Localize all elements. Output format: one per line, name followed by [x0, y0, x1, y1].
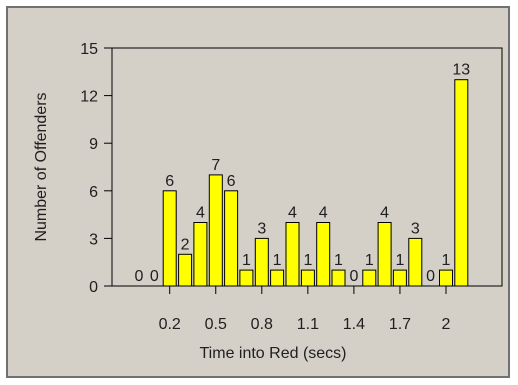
- x-tick-label: 0.2: [159, 316, 181, 333]
- bar-1.0: [285, 222, 300, 287]
- data-label-0.6: 6: [227, 173, 236, 190]
- bar-1.7: [392, 269, 407, 287]
- data-label-1.5: 1: [365, 252, 374, 269]
- x-tick-label: 1.1: [297, 316, 319, 333]
- y-tick-label: 0: [89, 279, 98, 296]
- x-tick-label: 0.8: [251, 316, 273, 333]
- data-label-0.0: 0: [135, 268, 144, 285]
- plot-area: [111, 47, 503, 287]
- bars-layer: [162, 79, 469, 287]
- data-label-1.2: 4: [319, 205, 328, 222]
- data-label-2.0: 1: [442, 252, 451, 269]
- data-label-1.8: 3: [411, 220, 420, 237]
- data-label-2.1: 13: [452, 62, 470, 79]
- data-label-1.4: 0: [349, 268, 358, 285]
- bar-2.1: [454, 79, 469, 287]
- x-axis-label: Time into Red (secs): [200, 345, 347, 362]
- bar-1.8: [408, 237, 423, 287]
- data-label-1.0: 4: [288, 205, 297, 222]
- bar-0.3: [178, 253, 193, 287]
- bar-0.7: [239, 269, 254, 287]
- bar-0.6: [224, 190, 239, 287]
- data-label-0.4: 4: [196, 205, 205, 222]
- data-label-0.3: 2: [181, 236, 190, 253]
- bar-0.9: [270, 269, 285, 287]
- bar-1.3: [331, 269, 346, 287]
- data-label-0.9: 1: [273, 252, 282, 269]
- x-tick-label: 0.5: [205, 316, 227, 333]
- data-label-1.3: 1: [334, 252, 343, 269]
- y-tick-label: 15: [80, 41, 98, 58]
- bar-0.2: [162, 190, 177, 287]
- data-label-1.7: 1: [395, 252, 404, 269]
- data-label-1.6: 4: [380, 205, 389, 222]
- data-label-0.2: 6: [165, 173, 174, 190]
- y-tick-label: 3: [89, 231, 98, 248]
- data-label-1.1: 1: [303, 252, 312, 269]
- data-label-0.1: 0: [150, 268, 159, 285]
- bar-2.0: [439, 269, 453, 287]
- data-label-0.5: 7: [211, 157, 220, 174]
- y-tick-label: 6: [89, 184, 98, 201]
- y-axis-label: Number of Offenders: [33, 92, 50, 241]
- y-tick-label: 12: [80, 89, 98, 106]
- x-tick-label: 1.7: [389, 316, 411, 333]
- x-tick-label: 2: [442, 316, 451, 333]
- bar-1.5: [362, 269, 377, 287]
- data-label-0.8: 3: [257, 220, 266, 237]
- data-label-1.9: 0: [426, 268, 435, 285]
- bar-0.5: [208, 174, 223, 287]
- bar-1.1: [300, 269, 315, 287]
- y-tick-label: 9: [89, 136, 98, 153]
- bar-1.6: [377, 222, 392, 287]
- x-tick-label: 1.4: [343, 316, 365, 333]
- bar-1.2: [316, 222, 331, 287]
- data-label-0.7: 1: [242, 252, 251, 269]
- bar-0.8: [254, 237, 269, 287]
- bar-0.4: [193, 222, 208, 287]
